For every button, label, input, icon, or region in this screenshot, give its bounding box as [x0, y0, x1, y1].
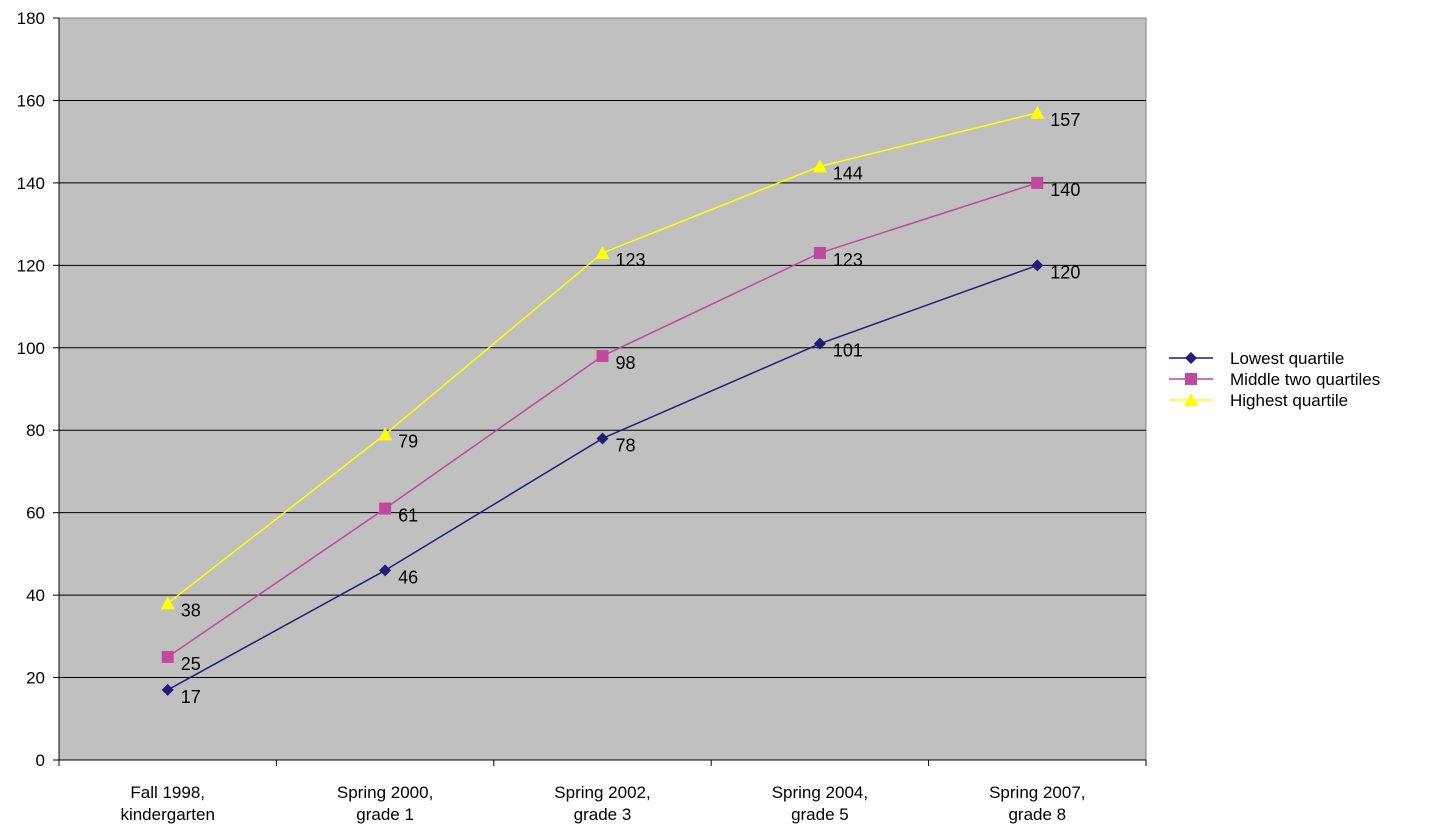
data-point — [596, 432, 609, 445]
data-label: 101 — [833, 341, 863, 361]
data-label: 61 — [398, 506, 418, 526]
data-point — [813, 337, 826, 350]
legend-marker — [1184, 393, 1198, 406]
data-point — [378, 427, 393, 441]
data-point — [595, 245, 610, 259]
y-tick-label: 180 — [17, 9, 45, 28]
data-label: 144 — [833, 163, 863, 183]
plot-area — [58, 17, 1147, 761]
x-category-label-line: Spring 2002, — [554, 783, 650, 802]
data-point — [161, 650, 174, 663]
x-category-label-line: grade 8 — [1008, 805, 1066, 824]
y-tick-label: 160 — [17, 91, 45, 110]
x-category-label-line: Fall 1998, — [130, 783, 205, 802]
x-category-label-line: grade 3 — [574, 805, 632, 824]
legend-label: Lowest quartile — [1230, 349, 1344, 368]
y-tick-label: 140 — [17, 174, 45, 193]
y-tick-label: 120 — [17, 256, 45, 275]
data-point — [1031, 259, 1044, 272]
y-tick-label: 80 — [26, 421, 45, 440]
data-label: 123 — [616, 250, 646, 270]
data-label: 157 — [1050, 110, 1080, 130]
x-category-label-line: Spring 2007, — [989, 783, 1085, 802]
legend-label: Highest quartile — [1230, 391, 1348, 410]
data-label: 79 — [398, 431, 418, 451]
data-point — [596, 350, 609, 363]
data-point — [1030, 105, 1045, 119]
y-tick-label: 60 — [26, 504, 45, 523]
data-point — [379, 502, 392, 515]
x-category-label-line: grade 1 — [356, 805, 414, 824]
y-tick-label: 0 — [36, 751, 45, 770]
x-category-label-line: Spring 2004, — [772, 783, 868, 802]
x-category-label: Spring 2000, grade 1 — [337, 783, 433, 824]
data-label: 123 — [833, 250, 863, 270]
data-point — [161, 683, 174, 696]
data-label: 25 — [181, 654, 201, 674]
legend-marker — [1185, 373, 1197, 385]
y-tick-label: 40 — [26, 586, 45, 605]
data-label: 120 — [1050, 262, 1080, 282]
data-label: 140 — [1050, 180, 1080, 200]
data-label: 46 — [398, 567, 418, 587]
legend-label: Middle two quartiles — [1230, 370, 1380, 389]
legend: Lowest quartile Middle two quartiles Highe… — [1169, 349, 1380, 410]
data-point — [379, 564, 392, 577]
data-point — [1031, 176, 1044, 189]
data-point — [813, 246, 826, 259]
axes: 0 20 40 60 80 100 120 140 160 180 Fall 1998, kinder… — [17, 9, 1147, 824]
data-label: 78 — [616, 435, 636, 455]
data-label: 17 — [181, 687, 201, 707]
data-point — [812, 159, 827, 173]
series-layer — [160, 105, 1045, 696]
data-labels: 17 46 78 101 120 25 61 98 123 140 38 79 123 144 157 — [181, 110, 1081, 707]
gridlines — [59, 99, 1146, 679]
x-category-label-line: kindergarten — [120, 805, 215, 824]
data-label: 38 — [181, 600, 201, 620]
data-point — [160, 596, 175, 610]
x-category-label: Spring 2007, grade 8 — [989, 783, 1085, 824]
y-tick-label: 20 — [26, 669, 45, 688]
x-category-label: Spring 2002, grade 3 — [554, 783, 650, 824]
y-tick-label: 100 — [17, 339, 45, 358]
x-category-label-line: Spring 2000, — [337, 783, 433, 802]
legend-marker — [1185, 352, 1197, 364]
x-category-label-line: grade 5 — [791, 805, 849, 824]
x-category-label: Fall 1998, kindergarten — [120, 783, 215, 824]
x-category-label: Spring 2004, grade 5 — [772, 783, 868, 824]
data-label: 98 — [616, 353, 636, 373]
